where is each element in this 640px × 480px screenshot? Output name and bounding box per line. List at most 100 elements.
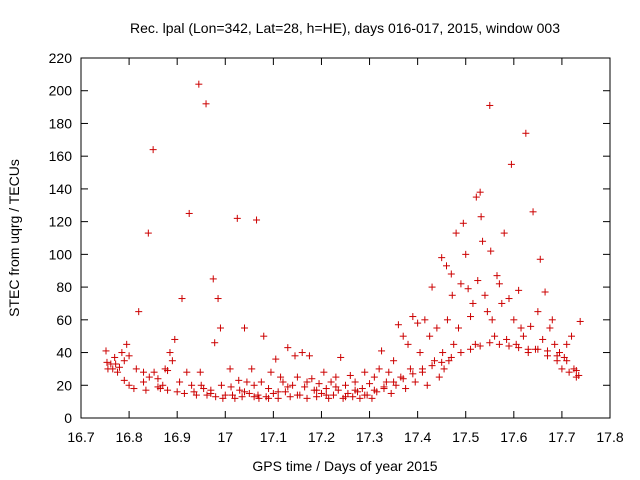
data-point: [327, 378, 335, 386]
data-point: [185, 209, 193, 217]
data-point: [135, 308, 143, 316]
data-point: [269, 389, 277, 397]
data-point: [212, 393, 220, 401]
data-point: [356, 394, 364, 402]
data-points: [102, 80, 584, 402]
data-point: [214, 295, 222, 303]
data-point: [380, 383, 388, 391]
data-point: [112, 360, 120, 368]
y-tick-label: 120: [49, 214, 73, 230]
data-point: [260, 332, 268, 340]
data-point: [505, 295, 513, 303]
data-point: [238, 393, 246, 401]
data-point: [406, 365, 414, 373]
y-tick: 20: [56, 377, 610, 393]
data-point: [469, 299, 477, 307]
data-point: [203, 391, 211, 399]
data-point: [197, 381, 205, 389]
data-point: [241, 388, 249, 396]
data-point: [298, 349, 306, 357]
data-point: [409, 370, 417, 378]
data-point: [231, 394, 239, 402]
data-point: [486, 101, 494, 109]
data-point: [308, 375, 316, 383]
data-point: [320, 368, 328, 376]
data-point: [517, 324, 525, 332]
data-point: [164, 367, 172, 375]
data-point: [541, 288, 549, 296]
x-tick: 17.8: [596, 58, 624, 445]
data-point: [474, 277, 482, 285]
data-point: [370, 386, 378, 394]
data-point: [267, 368, 275, 376]
data-point: [346, 371, 354, 379]
data-point: [322, 385, 330, 393]
data-point: [274, 394, 282, 402]
data-point: [102, 347, 110, 355]
data-point: [443, 316, 451, 324]
data-point: [558, 365, 566, 373]
data-point: [519, 332, 527, 340]
data-point: [284, 383, 292, 391]
x-tick-label: 17.2: [308, 429, 335, 445]
data-point: [399, 375, 407, 383]
data-point: [221, 391, 229, 399]
data-point: [202, 100, 210, 108]
data-point: [438, 254, 446, 262]
data-point: [120, 376, 128, 384]
data-point: [411, 378, 419, 386]
data-point: [211, 339, 219, 347]
y-axis-label: STEC from uqrg / TECUs: [6, 159, 22, 317]
data-point: [257, 378, 265, 386]
data-point: [576, 317, 584, 325]
data-point: [464, 285, 472, 293]
data-point: [390, 378, 398, 386]
data-point: [241, 324, 249, 332]
data-point: [349, 393, 357, 401]
data-point: [274, 388, 282, 396]
data-point: [253, 216, 261, 224]
data-point: [551, 340, 559, 348]
data-point: [572, 367, 580, 375]
data-point: [476, 188, 484, 196]
data-point: [115, 363, 123, 371]
data-point: [428, 362, 436, 370]
data-point: [322, 391, 330, 399]
data-point: [265, 394, 273, 402]
data-point: [385, 368, 393, 376]
data-point: [416, 349, 424, 357]
data-point: [426, 332, 434, 340]
data-point: [183, 368, 191, 376]
data-point: [394, 321, 402, 329]
x-tick: 17.5: [452, 58, 480, 445]
data-point: [375, 365, 383, 373]
data-point: [313, 393, 321, 401]
data-point: [575, 371, 583, 379]
y-tick: 0: [64, 410, 610, 426]
data-point: [565, 368, 573, 376]
x-tick: 17.7: [548, 58, 576, 445]
data-point: [332, 383, 340, 391]
data-point: [433, 324, 441, 332]
data-point: [493, 272, 501, 280]
data-point: [254, 391, 262, 399]
data-point: [483, 308, 491, 316]
data-point: [435, 373, 443, 381]
data-point: [123, 340, 131, 348]
x-tick: 17.6: [500, 58, 528, 445]
x-tick-label: 16.7: [67, 429, 94, 445]
y-tick: 220: [49, 50, 610, 66]
data-point: [447, 270, 455, 278]
y-tick: 80: [56, 279, 610, 295]
y-tick: 140: [49, 181, 610, 197]
data-point: [301, 383, 309, 391]
data-point: [235, 376, 243, 384]
data-point: [154, 375, 162, 383]
data-point: [125, 352, 133, 360]
data-point: [500, 229, 508, 237]
data-point: [217, 381, 225, 389]
data-point: [250, 393, 258, 401]
data-point: [188, 381, 196, 389]
data-point: [448, 291, 456, 299]
x-tick: 17.4: [404, 58, 431, 445]
